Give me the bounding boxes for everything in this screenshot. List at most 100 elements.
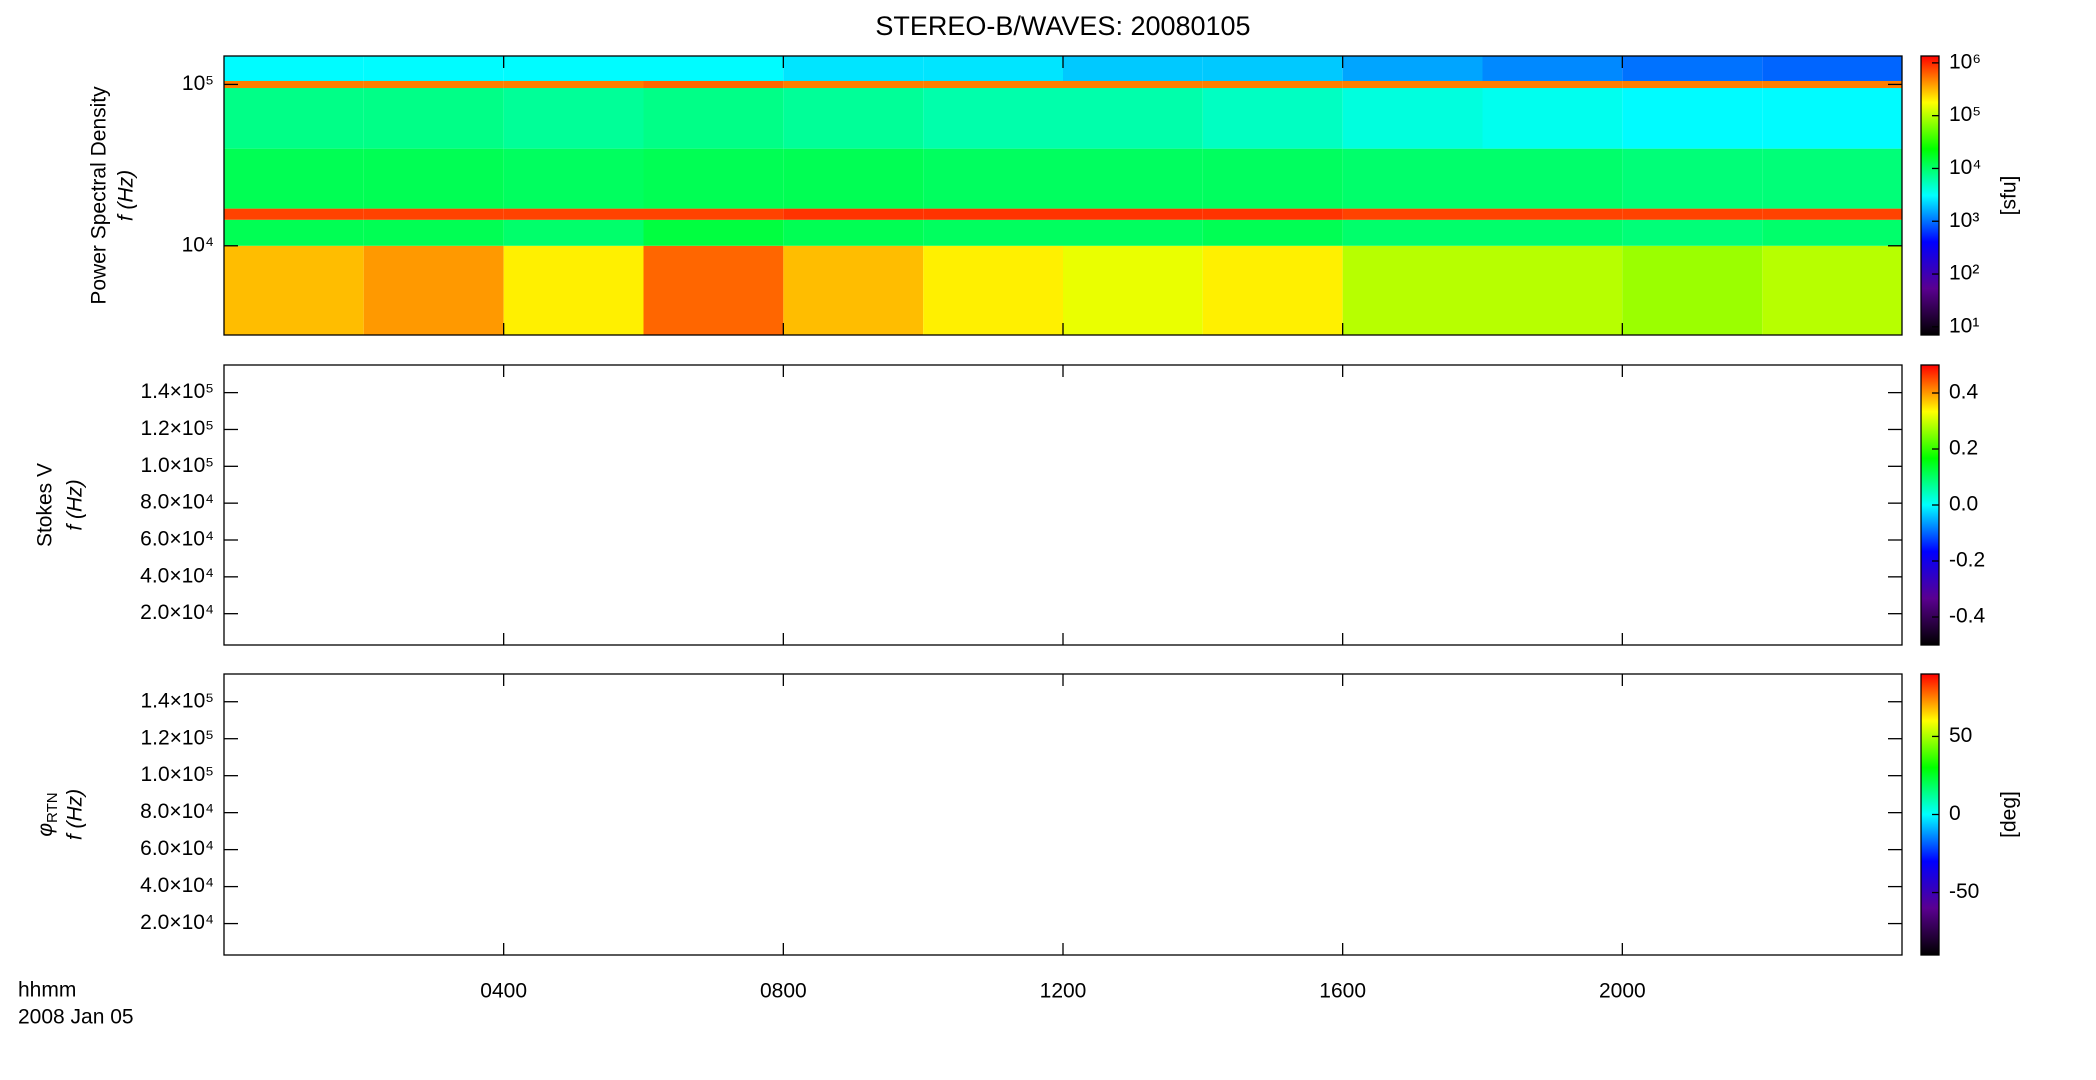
heatmap-cell xyxy=(1762,56,1902,81)
y-tick-label: 10⁴ xyxy=(182,233,214,256)
heatmap-cell xyxy=(1342,245,1483,335)
colorbar-tick-label: 10¹ xyxy=(1949,314,1979,337)
heatmap-cell xyxy=(783,56,924,81)
heatmap-cell xyxy=(923,80,1063,89)
heatmap-cell xyxy=(503,208,644,220)
panel: 10⁴ 10⁵ Power Spectral Density f (Hz) 10¹ 10²… xyxy=(88,50,2021,337)
heatmap-cell xyxy=(1762,245,1902,335)
heatmap-cell xyxy=(363,56,504,81)
heatmap-cell xyxy=(923,148,1063,209)
heatmap-cell xyxy=(1202,148,1343,209)
colorbar-tick-label: -0.4 xyxy=(1949,605,1986,628)
panel: 2.0×10⁴ 4.0×10⁴ 6.0×10⁴ 8.0×10⁴ 1.0×10⁵ 1.2×1… xyxy=(34,364,1986,646)
heatmap-cell xyxy=(363,80,504,89)
heatmap-cell xyxy=(1202,80,1343,89)
x-axis-date: 2008 Jan 05 xyxy=(18,1006,134,1029)
heatmap-cell xyxy=(224,80,364,89)
x-tick-label: 1600 xyxy=(1319,980,1366,1003)
y-tick-label: 10⁵ xyxy=(182,72,214,95)
heatmap-cell xyxy=(643,88,784,149)
heatmap-cell xyxy=(1063,219,1203,246)
heatmap-cell xyxy=(1762,208,1902,220)
heatmap-cell xyxy=(363,219,504,246)
colorbar-tick-label: -50 xyxy=(1949,880,1979,903)
heatmap-cell xyxy=(783,148,924,209)
heatmap-cell xyxy=(1342,88,1483,149)
heatmap-cell xyxy=(1202,219,1343,246)
heatmap-cell xyxy=(1202,56,1343,81)
colorbar-tick-label: 0 xyxy=(1949,802,1961,825)
y-axis-label: φRTN xyxy=(34,792,61,836)
heatmap-cell xyxy=(923,88,1063,149)
colorbar-tick-label: 0.4 xyxy=(1949,381,1979,404)
colorbar xyxy=(1920,55,1940,336)
heatmap-cell xyxy=(643,80,784,89)
heatmap-cell xyxy=(1482,88,1623,149)
x-axis-label: hhmm xyxy=(18,979,76,1002)
heatmap-cell xyxy=(363,245,504,335)
heatmap-cell xyxy=(1482,219,1623,246)
heatmap-cell xyxy=(1063,245,1203,335)
heatmap-cell xyxy=(224,148,364,209)
y-tick-label: 8.0×10⁴ xyxy=(140,800,214,823)
colorbar-tick-label: 0.0 xyxy=(1949,493,1978,516)
heatmap-cell xyxy=(923,219,1063,246)
heatmap-cell xyxy=(503,56,644,81)
heatmap-cell xyxy=(923,56,1063,81)
heatmap-cell xyxy=(783,88,924,149)
y-axis-label: f (Hz) xyxy=(64,479,87,530)
heatmap-cell xyxy=(1482,80,1623,89)
heatmap-cell xyxy=(1622,56,1763,81)
heatmap-cell xyxy=(1482,245,1623,335)
heatmap-cell xyxy=(503,80,644,89)
colorbar-label: [sfu] xyxy=(1998,176,2021,216)
heatmap-cell xyxy=(1342,56,1483,81)
colorbar-tick-label: 10³ xyxy=(1949,209,1979,232)
heatmap-cell xyxy=(363,88,504,149)
heatmap-cell xyxy=(1622,148,1763,209)
y-tick-label: 4.0×10⁴ xyxy=(140,564,214,587)
heatmap-cell xyxy=(1622,208,1763,220)
heatmap-cell xyxy=(643,56,784,81)
heatmap-cell xyxy=(224,208,364,220)
heatmap-cell xyxy=(1202,245,1343,335)
heatmap-cell xyxy=(1762,219,1902,246)
heatmap-cell xyxy=(1342,219,1483,246)
heatmap-cell xyxy=(1762,148,1902,209)
x-tick-label: 2000 xyxy=(1599,980,1646,1003)
heatmap-cell xyxy=(224,219,364,246)
heatmap-cell xyxy=(1202,208,1343,220)
colorbar-tick-label: -0.2 xyxy=(1949,549,1985,572)
heatmap-cell xyxy=(503,245,644,335)
heatmap-cell xyxy=(1622,219,1763,246)
chart-title: STEREO-B/WAVES: 20080105 xyxy=(875,11,1250,41)
heatmap-cell xyxy=(1063,88,1203,149)
colorbar-label: [deg] xyxy=(1998,791,2021,838)
y-tick-label: 2.0×10⁴ xyxy=(140,601,214,624)
y-axis-label: f (Hz) xyxy=(64,789,87,840)
y-axis-label: f (Hz) xyxy=(115,170,138,221)
y-tick-label: 1.0×10⁵ xyxy=(140,454,214,477)
heatmap-cell xyxy=(1063,208,1203,220)
y-tick-label: 1.4×10⁵ xyxy=(140,689,214,712)
y-axis-symbol: φ xyxy=(34,823,57,837)
heatmap-cell xyxy=(1063,56,1203,81)
y-tick-label: 2.0×10⁴ xyxy=(140,911,214,934)
heatmap-cell xyxy=(923,245,1063,335)
heatmap-cell xyxy=(643,245,784,335)
colorbar-tick-label: 50 xyxy=(1949,724,1972,747)
x-tick-label: 1200 xyxy=(1040,980,1087,1003)
heatmap-cell xyxy=(224,88,364,149)
colorbar-tick-label: 10⁵ xyxy=(1949,103,1981,126)
heatmap-cell xyxy=(224,245,364,335)
heatmap-cell xyxy=(783,80,924,89)
heatmap-cell xyxy=(643,219,784,246)
heatmap-cell xyxy=(363,208,504,220)
y-tick-label: 1.2×10⁵ xyxy=(140,726,214,749)
heatmap-cell xyxy=(1202,88,1343,149)
heatmap-cell xyxy=(783,208,924,220)
heatmap-cell xyxy=(1342,80,1483,89)
y-tick-label: 8.0×10⁴ xyxy=(140,491,214,514)
heatmap-cell xyxy=(923,208,1063,220)
